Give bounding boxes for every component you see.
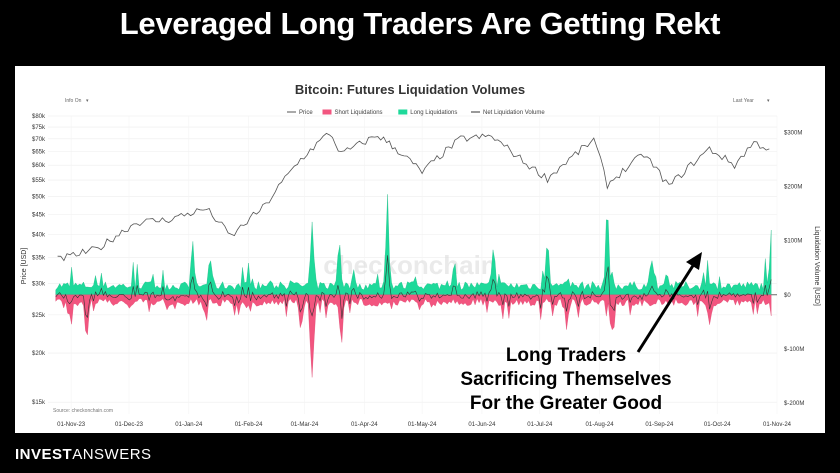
left-axis: $80k $75k $70k $65k $60k $55k $50k $45k $40k $35k… [32,114,46,406]
brand-bold: INVEST [15,446,73,463]
left-tick-label: $50k [32,194,46,200]
right-tick-label: $-200M [784,401,804,407]
info-toggle[interactable]: Info On ▾ [65,98,89,104]
price-line [57,132,770,262]
liquidation-chart: Bitcoin: Futures Liquidation Volumes Inf… [21,82,820,428]
legend-label: Price [299,110,313,116]
left-tick-label: $30k [32,282,46,288]
left-tick-label: $70k [32,137,46,143]
x-tick-label: 01-Jul-24 [527,422,553,428]
right-tick-label: $-100M [784,347,804,353]
left-tick-label: $80k [32,114,46,120]
x-tick-label: 01-Nov-24 [763,422,792,428]
right-axis-label: Liquidation Volume [USD] [813,226,820,306]
x-tick-label: 01-Aug-24 [586,422,615,428]
chevron-down-icon: ▾ [86,98,89,104]
short-liquidations-area [55,294,772,378]
left-tick-label: $25k [32,313,46,319]
brand-light: ANSWERS [72,446,152,463]
legend-label: Long Liquidations [410,110,457,116]
brand-logo: INVESTANSWERS [15,446,152,463]
x-tick-label: 01-Jun-24 [468,422,496,428]
liquidation-areas [55,194,772,378]
left-tick-label: $65k [32,150,46,156]
x-axis: 01-Nov-23 01-Dec-23 01-Jan-24 01-Feb-24 01-M… [57,422,792,428]
headline: Leveraged Long Traders Are Getting Rekt [119,6,721,41]
x-tick-label: 01-Oct-24 [704,422,731,428]
x-tick-label: 01-Apr-24 [351,422,378,428]
left-tick-label: $75k [32,125,46,131]
right-axis: $300M $200M $100M $0 $-100M $-200M [784,130,804,407]
right-tick-label: $300M [784,130,802,136]
right-tick-label: $100M [784,239,802,245]
left-axis-label: Price [USD] [21,248,28,285]
left-tick-label: $55k [32,178,46,184]
x-tick-label: 01-Mar-24 [291,422,319,428]
x-tick-label: 01-May-24 [408,422,437,428]
watermark: checkonchain [323,250,496,280]
right-tick-label: $200M [784,184,802,190]
chart-panel: Bitcoin: Futures Liquidation Volumes Inf… [15,66,825,433]
left-tick-label: $60k [32,163,46,169]
left-tick-label: $20k [32,351,46,357]
left-tick-label: $40k [32,233,46,239]
x-tick-label: 01-Sep-24 [645,422,674,428]
left-tick-label: $45k [32,212,46,218]
x-tick-label: 01-Feb-24 [235,422,263,428]
x-tick-label: 01-Nov-23 [57,422,86,428]
svg-text:Info On: Info On [65,98,82,104]
legend-swatch-icon [398,109,408,115]
x-tick-label: 01-Dec-23 [115,422,144,428]
source-note: Source: checkonchain.com [53,408,113,414]
legend-label: Net Liquidation Volume [483,110,545,116]
svg-text:Last Year: Last Year [733,98,754,104]
left-tick-label: $35k [32,255,46,261]
legend: Price Short Liquidations Long Liquidations… [287,109,545,116]
chevron-down-icon: ▾ [767,98,770,104]
range-selector[interactable]: Last Year ▾ [733,98,770,104]
left-tick-label: $15k [32,400,46,406]
legend-label: Short Liquidations [335,110,383,116]
right-tick-label: $0 [784,293,791,299]
chart-title: Bitcoin: Futures Liquidation Volumes [295,82,525,97]
legend-swatch-icon [322,109,332,115]
x-tick-label: 01-Jan-24 [175,422,203,428]
